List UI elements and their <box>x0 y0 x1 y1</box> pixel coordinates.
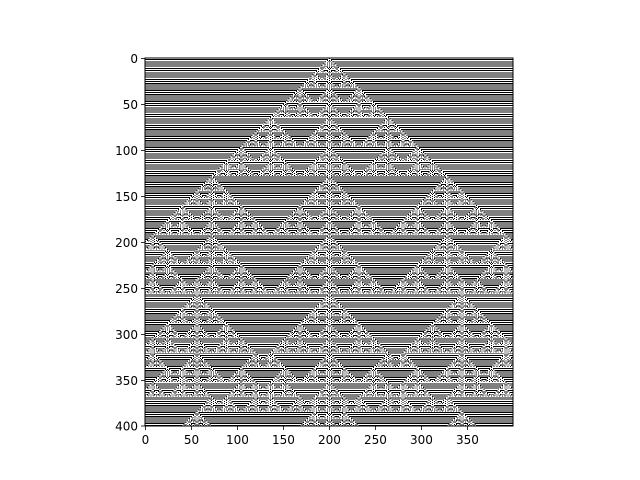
axes-frame <box>144 57 514 427</box>
x-axis: 0 50 100 150 200 250 300 350 <box>142 426 479 447</box>
x-tick-label: 50 <box>184 433 199 447</box>
y-tick-label: 50 <box>123 98 138 112</box>
y-tick-label: 100 <box>115 144 138 158</box>
y-axis: 0 50 100 150 200 250 300 350 400 <box>115 52 145 434</box>
x-tick-label: 300 <box>410 433 433 447</box>
y-tick-label: 300 <box>115 328 138 342</box>
y-tick-label: 200 <box>115 236 138 250</box>
x-tick-label: 100 <box>226 433 249 447</box>
heatmap-image <box>145 58 513 426</box>
y-tick-label: 150 <box>115 190 138 204</box>
x-tick-label: 0 <box>142 433 150 447</box>
x-tick-label: 200 <box>318 433 341 447</box>
y-tick-label: 400 <box>115 420 138 434</box>
x-tick-label: 250 <box>364 433 387 447</box>
x-tick-label: 350 <box>456 433 479 447</box>
y-tick-label: 250 <box>115 282 138 296</box>
y-tick-label: 350 <box>115 374 138 388</box>
y-tick-label: 0 <box>130 52 138 66</box>
x-tick-label: 150 <box>272 433 295 447</box>
